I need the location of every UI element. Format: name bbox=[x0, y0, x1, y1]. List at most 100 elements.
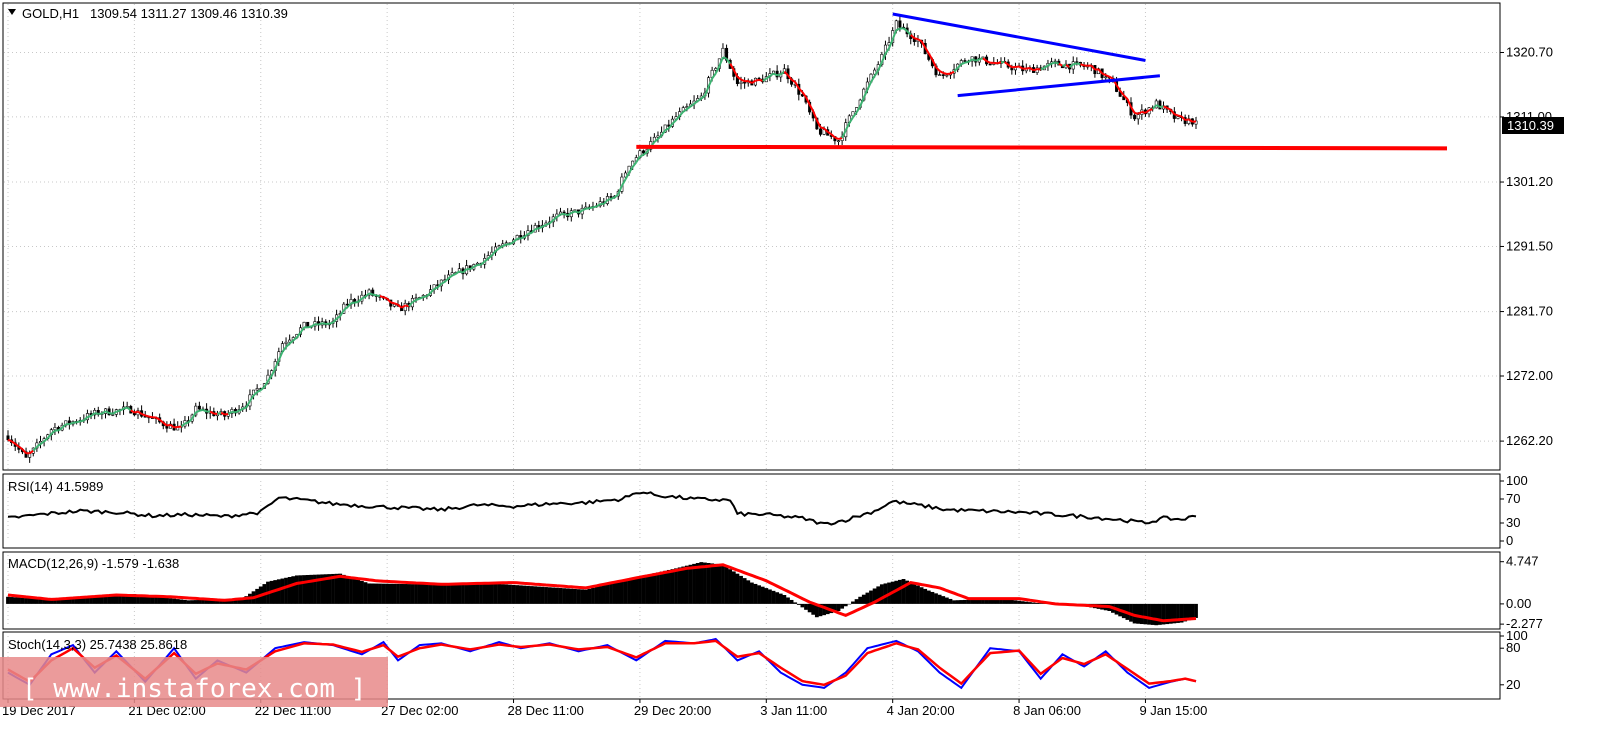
macd-histogram-bar bbox=[764, 588, 769, 604]
macd-histogram-bar bbox=[396, 583, 400, 604]
moving-average-segment bbox=[530, 228, 536, 234]
moving-average-segment bbox=[624, 172, 630, 180]
macd-histogram-bar bbox=[688, 564, 693, 604]
macd-histogram-bar bbox=[367, 583, 371, 604]
moving-average-segment bbox=[1134, 111, 1139, 115]
moving-average-segment bbox=[43, 437, 49, 443]
macd-histogram-bar bbox=[872, 588, 877, 604]
candle-body bbox=[609, 196, 613, 198]
macd-histogram-bar bbox=[464, 582, 469, 604]
time-axis-label: 28 Dec 11:00 bbox=[508, 703, 584, 718]
macd-histogram-bar bbox=[385, 583, 390, 604]
candle-body bbox=[400, 305, 404, 312]
moving-average-segment bbox=[848, 116, 854, 124]
moving-average-segment bbox=[1080, 63, 1085, 67]
moving-average-segment bbox=[975, 58, 980, 62]
macd-histogram-bar bbox=[320, 574, 325, 604]
macd-histogram-bar bbox=[796, 603, 801, 605]
moving-average-segment bbox=[1166, 106, 1172, 111]
macd-histogram-bar bbox=[587, 588, 592, 604]
macd-histogram-bar bbox=[392, 583, 397, 604]
moving-average-segment bbox=[447, 274, 453, 280]
moving-average-segment bbox=[581, 207, 587, 212]
macd-histogram-bar bbox=[641, 575, 646, 604]
moving-average-segment bbox=[866, 81, 872, 91]
moving-average-segment bbox=[924, 47, 930, 55]
moving-average-segment bbox=[343, 306, 349, 311]
macd-histogram-bar bbox=[327, 574, 332, 604]
moving-average-segment bbox=[711, 72, 717, 80]
macd-histogram-bar bbox=[356, 579, 361, 604]
macd-histogram-bar bbox=[125, 594, 130, 604]
moving-average-segment bbox=[512, 237, 518, 243]
moving-average-segment bbox=[920, 40, 927, 49]
macd-histogram-bar bbox=[804, 603, 808, 610]
macd-histogram-bar bbox=[24, 598, 28, 604]
moving-average-segment bbox=[880, 53, 887, 63]
macd-histogram-bar bbox=[814, 603, 819, 618]
candle-body bbox=[898, 20, 902, 28]
moving-average-segment bbox=[660, 129, 667, 137]
price-axis-label: 1291.50 bbox=[1506, 238, 1553, 253]
moving-average-segment bbox=[574, 210, 579, 214]
macd-histogram-bar bbox=[139, 594, 144, 604]
moving-average-segment bbox=[1141, 110, 1146, 114]
macd-histogram-bar bbox=[970, 599, 975, 604]
macd-histogram-bar bbox=[822, 603, 826, 616]
macd-histogram-bar bbox=[681, 566, 686, 604]
moving-average-segment bbox=[29, 449, 34, 455]
macd-histogram-bar bbox=[417, 584, 422, 604]
macd-histogram-bar bbox=[406, 584, 411, 604]
moving-average-segment bbox=[126, 406, 132, 412]
macd-histogram-bar bbox=[1154, 603, 1159, 626]
moving-average-segment bbox=[329, 321, 334, 325]
macd-histogram-bar bbox=[526, 585, 530, 604]
macd-histogram-bar bbox=[742, 578, 747, 604]
moving-average-segment bbox=[1115, 84, 1122, 92]
moving-average-segment bbox=[541, 224, 547, 228]
macd-histogram-bar bbox=[208, 599, 213, 604]
moving-average-segment bbox=[209, 410, 215, 415]
moving-average-segment bbox=[603, 199, 609, 205]
macd-histogram-bar bbox=[482, 583, 487, 604]
macd-histogram-bar bbox=[1150, 603, 1155, 625]
macd-histogram-bar bbox=[42, 599, 47, 604]
candle-body bbox=[782, 68, 786, 74]
moving-average-segment bbox=[639, 153, 644, 158]
moving-average-segment bbox=[769, 72, 775, 77]
moving-average-segment bbox=[180, 422, 186, 428]
macd-histogram-bar bbox=[414, 584, 418, 604]
macd-histogram-bar bbox=[486, 583, 491, 604]
moving-average-segment bbox=[960, 61, 966, 66]
macd-histogram-bar bbox=[724, 567, 729, 604]
macd-histogram-bar bbox=[977, 599, 982, 604]
macd-histogram-bar bbox=[432, 583, 436, 604]
moving-average-segment bbox=[931, 59, 937, 68]
dropdown-triangle-icon[interactable] bbox=[8, 9, 16, 15]
macd-histogram-bar bbox=[1165, 603, 1170, 625]
macd-histogram-bar bbox=[403, 584, 408, 604]
moving-average-segment bbox=[700, 95, 706, 100]
moving-average-segment bbox=[844, 122, 851, 131]
macd-histogram-bar bbox=[843, 603, 848, 607]
time-axis-label: 9 Jan 15:00 bbox=[1139, 703, 1207, 718]
macd-histogram-bar bbox=[89, 596, 93, 604]
moving-average-segment bbox=[906, 30, 912, 36]
macd-histogram-bar bbox=[930, 591, 935, 604]
moving-average-segment bbox=[997, 61, 1002, 65]
macd-histogram-bar bbox=[583, 589, 588, 604]
price-pane[interactable] bbox=[2, 2, 1501, 471]
macd-histogram-bar bbox=[280, 578, 285, 604]
candle-body bbox=[371, 289, 375, 296]
rsi-pane[interactable] bbox=[2, 473, 1501, 549]
macd-histogram-bar bbox=[518, 585, 523, 604]
moving-average-segment bbox=[902, 27, 908, 32]
candle-body bbox=[941, 74, 945, 76]
moving-average-segment bbox=[596, 203, 601, 208]
macd-histogram-bar bbox=[352, 578, 357, 604]
moving-average-segment bbox=[80, 419, 85, 423]
moving-average-segment bbox=[927, 53, 934, 61]
moving-average-segment bbox=[69, 421, 74, 426]
time-axis-label: 4 Jan 20:00 bbox=[887, 703, 955, 718]
macd-histogram-bar bbox=[861, 594, 866, 604]
